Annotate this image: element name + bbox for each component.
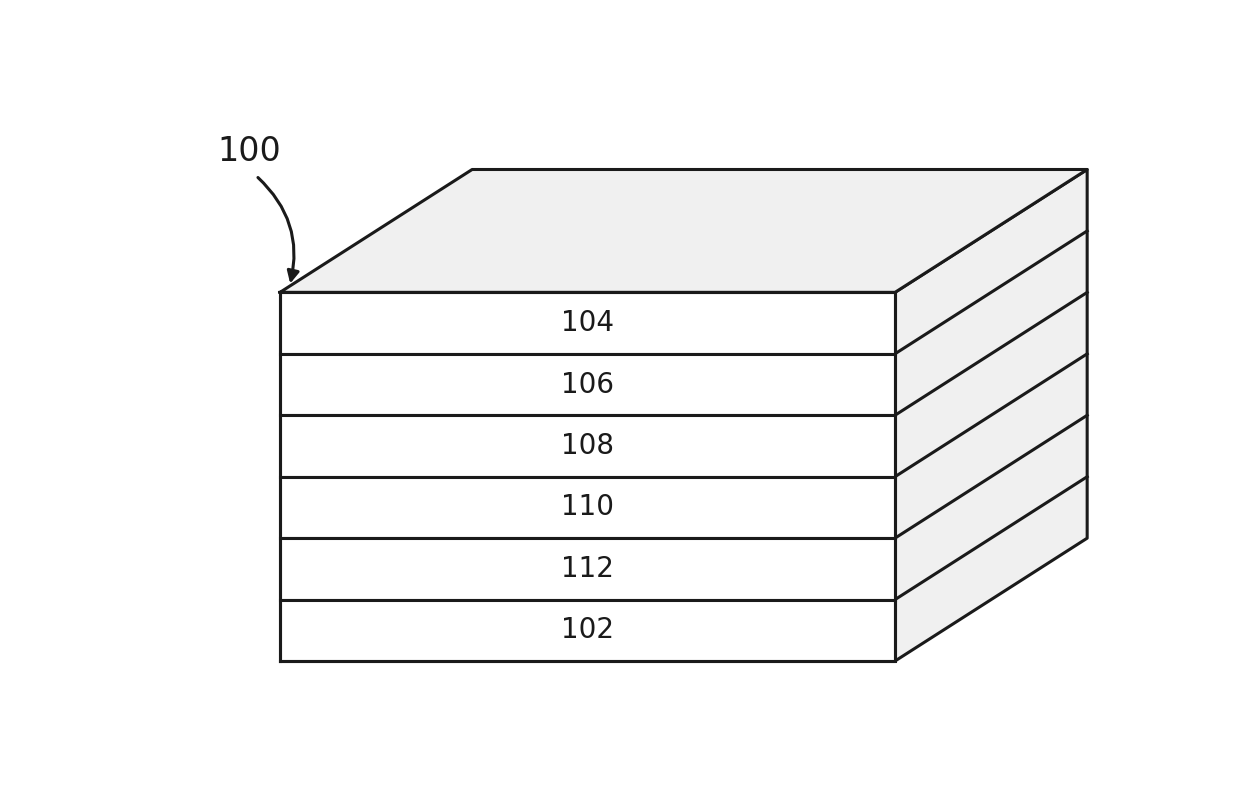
Text: 104: 104 [560,309,614,337]
Bar [280,599,895,661]
Bar [280,354,895,415]
Text: 106: 106 [560,370,614,398]
Text: 100: 100 [217,135,281,168]
Polygon shape [895,169,1087,661]
Bar [280,476,895,538]
Polygon shape [280,169,1087,292]
Bar [280,292,895,354]
Text: 112: 112 [560,555,614,583]
Text: 102: 102 [560,616,614,644]
Bar [280,415,895,476]
Bar [280,538,895,599]
Text: 110: 110 [560,493,614,521]
Text: 108: 108 [560,432,614,460]
